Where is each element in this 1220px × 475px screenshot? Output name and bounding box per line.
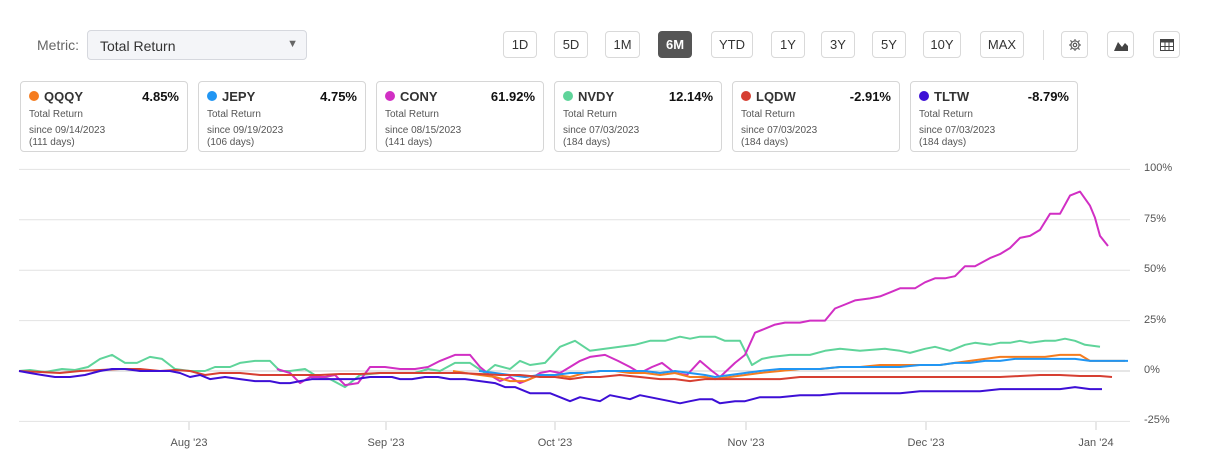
metric-name: Total Return [563, 109, 617, 120]
y-tick-label: -25% [1144, 414, 1170, 427]
metric-name: Total Return [207, 109, 261, 120]
since-date: since 09/14/2023 (111 days) [29, 125, 179, 149]
range-button-max[interactable]: MAX [980, 31, 1024, 58]
return-value: 4.85% [142, 88, 179, 104]
range-button-1d[interactable]: 1D [503, 31, 537, 58]
settings-button[interactable] [1061, 31, 1088, 58]
range-button-1y[interactable]: 1Y [771, 31, 805, 58]
chart-type-button[interactable] [1107, 31, 1134, 58]
series-color-dot [919, 91, 929, 101]
ticker-symbol: QQQY [44, 88, 84, 104]
since-text: since 08/15/2023 [385, 125, 462, 136]
since-text: since 07/03/2023 [919, 125, 996, 136]
series-color-dot [741, 91, 751, 101]
y-tick-label: 25% [1144, 313, 1167, 326]
ticker-name: QQQY [29, 89, 83, 104]
y-tick-label: 0% [1144, 364, 1160, 376]
x-tick-label: Aug '23 [170, 437, 208, 449]
series-color-dot [29, 91, 39, 101]
ticker-card-cony[interactable]: CONY 61.92% Total Return since 08/15/2023 (1… [376, 81, 544, 152]
range-button-6m[interactable]: 6M [658, 31, 692, 58]
series-color-dot [385, 91, 395, 101]
x-tick-label: Nov '23 [727, 437, 765, 449]
ticker-symbol: NVDY [578, 88, 615, 104]
ticker-name: LQDW [741, 89, 796, 104]
days-count: (111 days) [29, 137, 75, 148]
ticker-card-nvdy[interactable]: NVDY 12.14% Total Return since 07/03/2023 (1… [554, 81, 722, 152]
return-value: -2.91% [849, 88, 891, 104]
metric-label: Metric: [37, 37, 79, 53]
range-button-10y[interactable]: 10Y [923, 31, 961, 58]
range-button-1m[interactable]: 1M [605, 31, 640, 58]
return-value: -8.79% [1027, 88, 1069, 104]
series-color-dot [563, 91, 573, 101]
series-color-dot [207, 91, 217, 101]
since-text: since 09/14/2023 [29, 125, 106, 136]
days-count: (184 days) [741, 137, 789, 148]
ticker-name: TLTW [919, 89, 969, 104]
range-button-ytd[interactable]: YTD [711, 31, 753, 58]
toolbar-divider [1043, 30, 1044, 60]
metric-name: Total Return [29, 109, 83, 120]
x-tick-label: Dec '23 [907, 437, 945, 449]
line-chart [18, 168, 1130, 430]
x-tick-label: Sep '23 [367, 437, 405, 449]
since-date: since 07/03/2023 (184 days) [919, 125, 1069, 149]
ticker-symbol: TLTW [934, 88, 970, 104]
days-count: (184 days) [919, 137, 967, 148]
return-value: 61.92% [490, 88, 535, 104]
ticker-card-qqqy[interactable]: QQQY 4.85% Total Return since 09/14/2023 (11… [20, 81, 188, 152]
y-tick-label: 75% [1144, 212, 1167, 225]
ticker-card-lqdw[interactable]: LQDW -2.91% Total Return since 07/03/2023 (1… [732, 81, 900, 152]
days-count: (106 days) [207, 137, 255, 148]
ticker-card-tltw[interactable]: TLTW -8.79% Total Return since 07/03/2023 (1… [910, 81, 1078, 152]
return-value: 12.14% [668, 88, 713, 104]
ticker-symbol: CONY [400, 88, 438, 104]
ticker-name: JEPY [207, 89, 255, 104]
range-button-3y[interactable]: 3Y [821, 31, 855, 58]
ticker-symbol: JEPY [222, 88, 256, 104]
range-button-5d[interactable]: 5D [554, 31, 588, 58]
x-tick-label: Oct '23 [537, 437, 573, 449]
since-text: since 07/03/2023 [563, 125, 640, 136]
since-date: since 07/03/2023 (184 days) [563, 125, 713, 149]
ticker-name: CONY [385, 89, 438, 104]
since-text: since 09/19/2023 [207, 125, 284, 136]
since-date: since 08/15/2023 (141 days) [385, 125, 535, 149]
chevron-down-icon: ▼ [287, 38, 298, 50]
range-button-5y[interactable]: 5Y [872, 31, 906, 58]
series-line-lqdw[interactable] [18, 368, 1113, 383]
since-text: since 07/03/2023 [741, 125, 818, 136]
days-count: (184 days) [563, 137, 611, 148]
series-line-tltw[interactable] [18, 368, 1102, 405]
x-tick-label: Jan '24 [1078, 437, 1114, 449]
metric-name: Total Return [741, 109, 795, 120]
since-date: since 09/19/2023 (106 days) [207, 125, 357, 149]
series-line-nvdy[interactable] [18, 335, 1101, 389]
gear-icon [1068, 38, 1081, 51]
y-tick-label: 100% [1144, 162, 1173, 175]
metric-name: Total Return [385, 109, 439, 120]
metric-name: Total Return [919, 109, 973, 120]
since-date: since 07/03/2023 (184 days) [741, 125, 891, 149]
table-view-button[interactable] [1153, 31, 1180, 58]
ticker-card-jepy[interactable]: JEPY 4.75% Total Return since 09/19/2023 (10… [198, 81, 366, 152]
table-icon [1159, 38, 1174, 51]
ticker-symbol: LQDW [756, 88, 796, 104]
return-value: 4.75% [320, 88, 357, 104]
area-chart-icon [1113, 41, 1128, 51]
days-count: (141 days) [385, 137, 433, 148]
ticker-name: NVDY [563, 89, 614, 104]
series-line-jepy[interactable] [478, 357, 1128, 378]
y-tick-label: 50% [1144, 263, 1167, 276]
series-line-cony[interactable] [276, 190, 1109, 387]
metric-selected-value: Total Return [100, 38, 176, 54]
metric-select[interactable]: Total Return ▼ [87, 30, 307, 60]
